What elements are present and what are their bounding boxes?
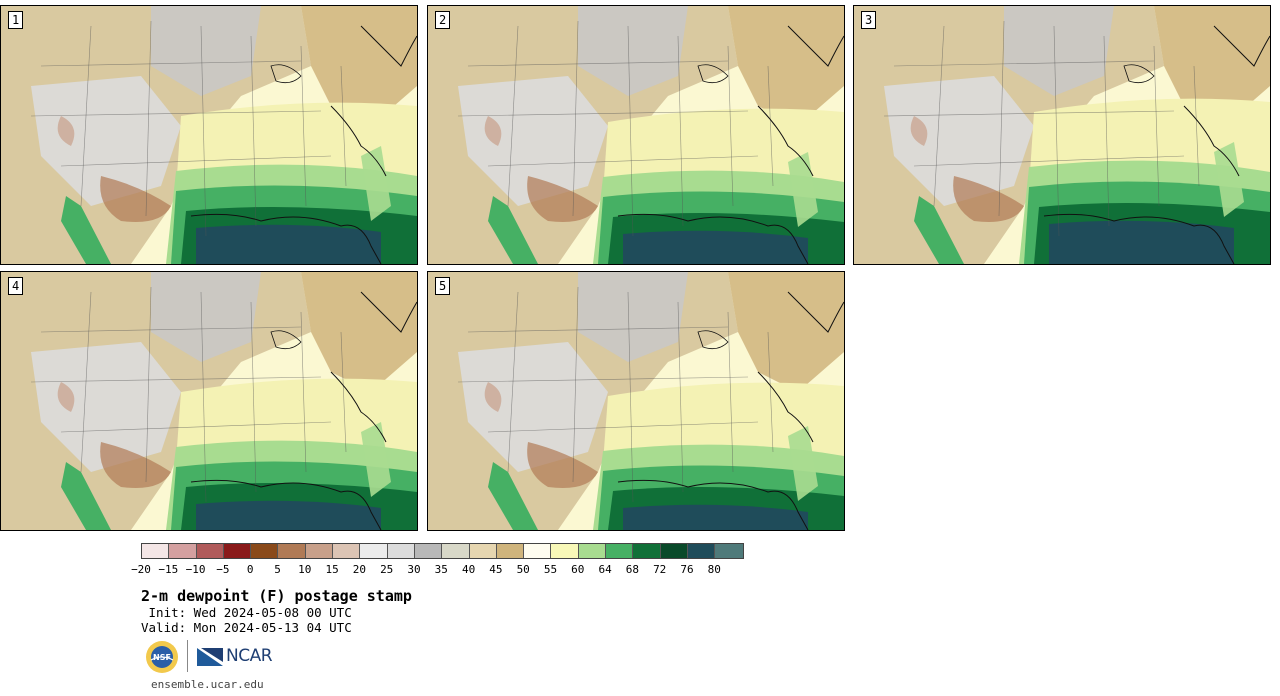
colorbar-tick-label: 50 — [516, 563, 530, 576]
colorbar-swatch — [414, 544, 443, 558]
colorbar-swatch — [305, 544, 334, 558]
product-title: 2-m dewpoint (F) postage stamp — [141, 587, 412, 605]
colorbar-tick-label: 60 — [571, 563, 585, 576]
colorbar-swatch — [442, 544, 470, 558]
dewpoint-colorbar — [141, 543, 744, 559]
colorbar-tick-label: 45 — [489, 563, 503, 576]
colorbar-tick-label: 5 — [274, 563, 281, 576]
dewpoint-map — [854, 6, 1270, 264]
colorbar-swatch — [142, 544, 170, 558]
colorbar-swatch — [223, 544, 252, 558]
colorbar-swatch — [360, 544, 388, 558]
svg-text:NSF: NSF — [153, 653, 171, 662]
ensemble-member-panel-3: 3 — [853, 5, 1271, 265]
ensemble-member-panel-5: 5 — [427, 271, 845, 531]
member-number-label: 3 — [861, 11, 877, 29]
colorbar-swatch — [660, 544, 688, 558]
colorbar-tick-label: 80 — [707, 563, 721, 576]
member-number-label: 1 — [8, 11, 24, 29]
ncar-logo-icon: NCAR — [197, 644, 273, 668]
colorbar-tick-label: 40 — [461, 563, 476, 576]
dewpoint-map — [428, 6, 844, 264]
member-number-label: 4 — [8, 277, 24, 295]
ensemble-member-panel-1: 1 — [0, 5, 418, 265]
colorbar-tick-label: 20 — [352, 563, 367, 576]
dewpoint-map — [1, 6, 417, 264]
colorbar-swatch — [524, 544, 552, 558]
colorbar-swatch — [551, 544, 579, 558]
member-number-label: 2 — [435, 11, 451, 29]
colorbar-swatch — [715, 544, 743, 558]
valid-time: Valid: Mon 2024-05-13 04 UTC — [141, 620, 352, 635]
colorbar-swatch — [251, 544, 279, 558]
colorbar-tick-label: −5 — [216, 563, 230, 576]
colorbar-tick-labels: −20 −15 −10 −5 0 5 10 15 20 25 30 35 40 45 50 55 60 64 68 7… — [131, 563, 761, 577]
colorbar-tick-label: −20 — [131, 563, 151, 576]
colorbar-tick-label: −10 — [185, 563, 206, 576]
colorbar-tick-label: 25 — [380, 563, 394, 576]
init-time: Init: Wed 2024-05-08 00 UTC — [141, 605, 352, 620]
colorbar-swatch — [278, 544, 306, 558]
colorbar-tick-label: −15 — [158, 563, 179, 576]
colorbar-swatch — [333, 544, 361, 558]
colorbar-tick-label: 35 — [434, 563, 448, 576]
colorbar-tick-label: 15 — [325, 563, 339, 576]
colorbar-tick-label: 68 — [625, 563, 640, 576]
colorbar-swatch — [606, 544, 634, 558]
colorbar-swatch — [169, 544, 197, 558]
dewpoint-map — [428, 272, 844, 530]
colorbar-tick-label: 76 — [680, 563, 694, 576]
colorbar-swatch — [578, 544, 607, 558]
colorbar-swatch — [387, 544, 415, 558]
colorbar-tick-label: 0 — [246, 563, 254, 576]
logo-divider — [187, 640, 188, 672]
colorbar-swatch — [496, 544, 525, 558]
colorbar-swatch — [196, 544, 224, 558]
colorbar-tick-label: 10 — [298, 563, 312, 576]
colorbar-tick-label: 72 — [653, 563, 667, 576]
nsf-logo-icon: NSF — [145, 640, 179, 674]
dewpoint-map — [1, 272, 417, 530]
colorbar-tick-label: 64 — [598, 563, 612, 576]
colorbar-swatch — [633, 544, 661, 558]
ensemble-member-panel-2: 2 — [427, 5, 845, 265]
colorbar-swatch — [687, 544, 716, 558]
colorbar-tick-label: 30 — [407, 563, 421, 576]
member-number-label: 5 — [435, 277, 451, 295]
site-url: ensemble.ucar.edu — [151, 678, 264, 691]
ensemble-member-panel-4: 4 — [0, 271, 418, 531]
colorbar-swatch — [469, 544, 497, 558]
colorbar-tick-label: 55 — [543, 563, 558, 576]
